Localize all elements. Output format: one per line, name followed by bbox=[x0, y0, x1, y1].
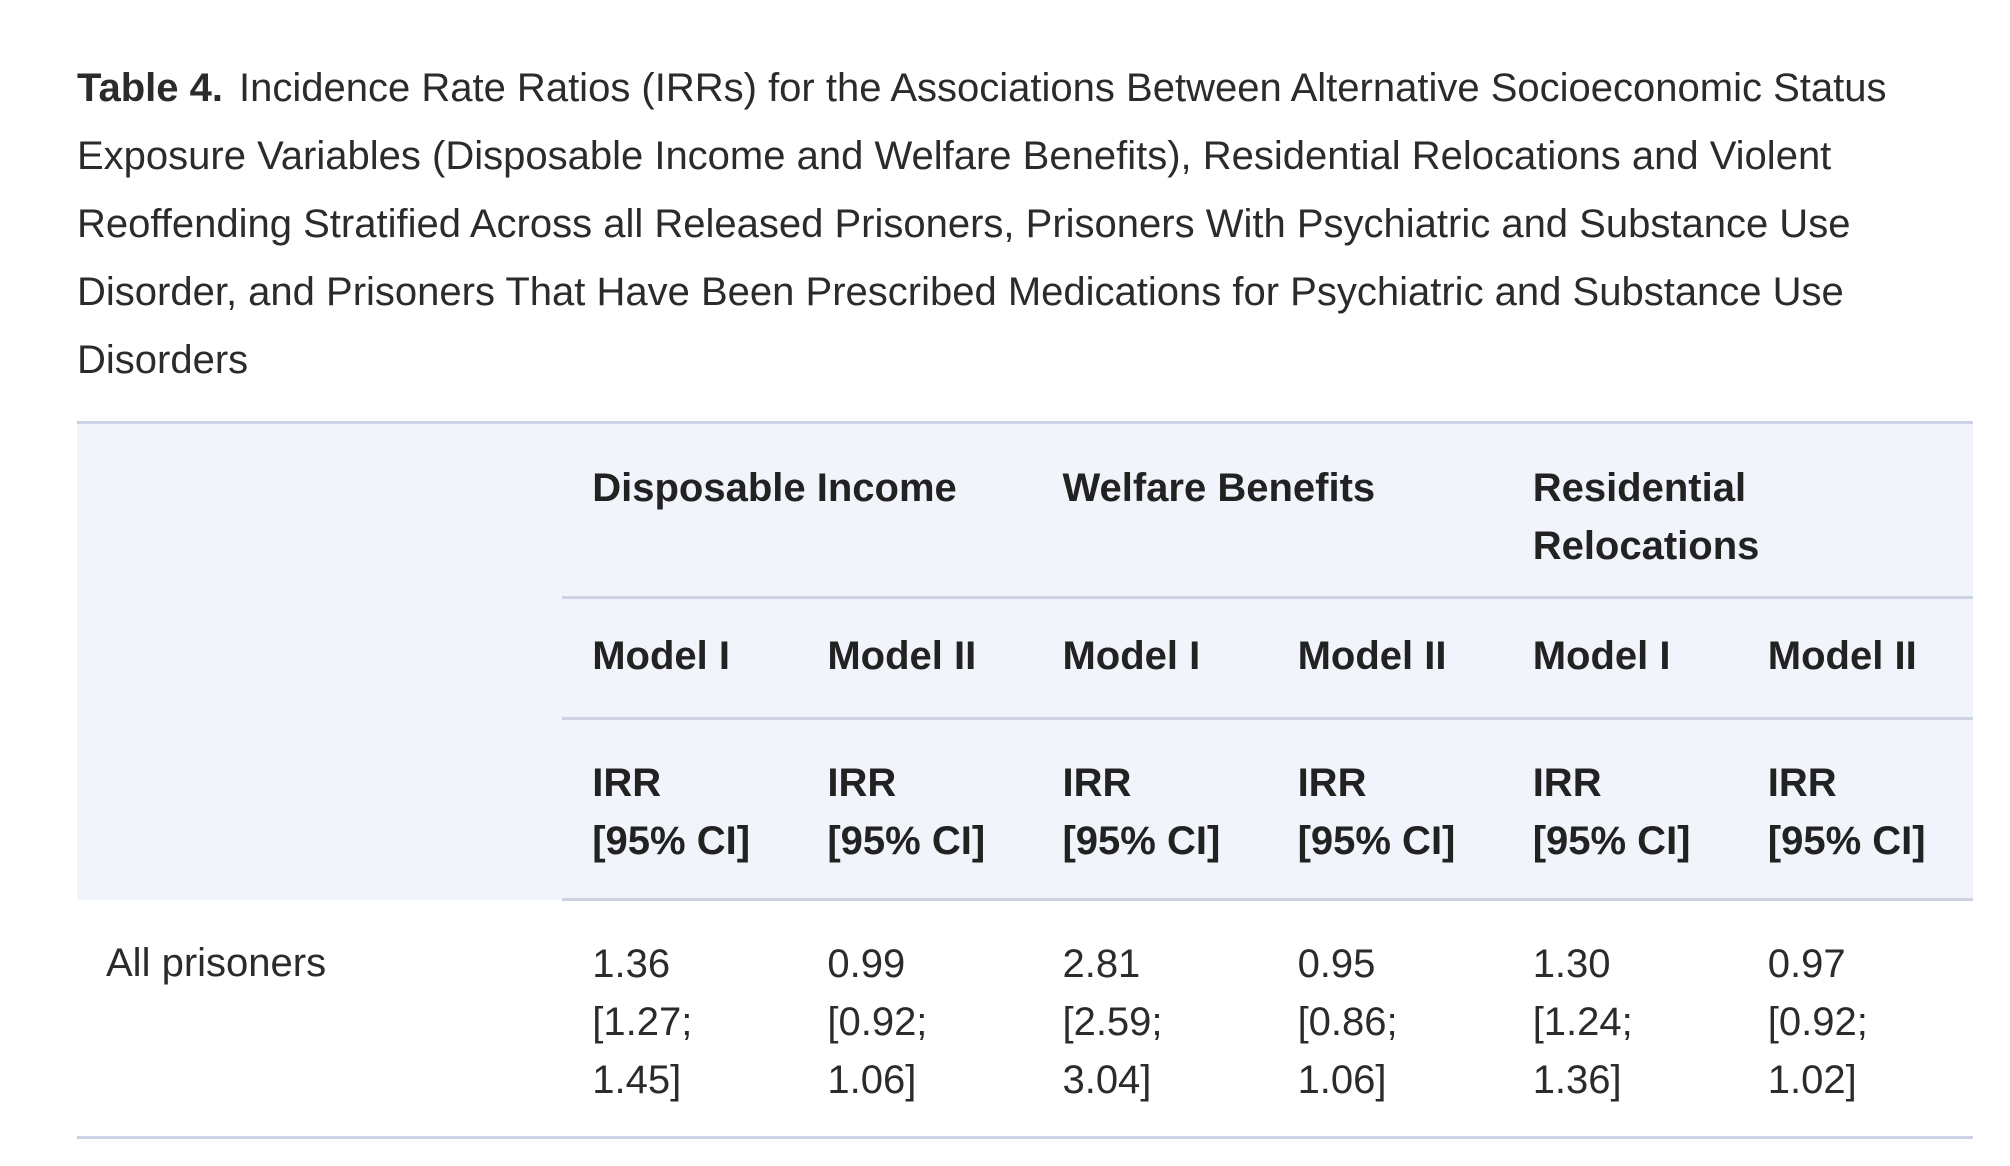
stat-header-ci: [95% CI] bbox=[827, 819, 986, 863]
table-cell: 0.99 [0.92; 1.06] bbox=[797, 899, 1033, 1139]
cell-ci-lower: [0.92; bbox=[1767, 1000, 1868, 1044]
stat-header: IRR [95% CI] bbox=[1267, 717, 1503, 901]
stat-header-irr: IRR bbox=[1532, 761, 1602, 805]
table-caption: Table 4. Incidence Rate Ratios (IRRs) for… bbox=[77, 54, 1973, 394]
stat-header: IRR [95% CI] bbox=[1502, 717, 1738, 901]
table-caption-block: Table 4. Incidence Rate Ratios (IRRs) for… bbox=[77, 54, 1973, 394]
header-row-stats: IRR [95% CI] IRR [95% CI] IRR [95% CI] IRR [… bbox=[77, 717, 1973, 901]
table-number: Table 4. bbox=[77, 66, 223, 110]
results-table: Disposable Income Welfare Benefits Resid… bbox=[77, 421, 1973, 1139]
cell-ci-upper: 1.02] bbox=[1767, 1058, 1857, 1102]
cell-ci-upper: 3.04] bbox=[1062, 1058, 1152, 1102]
table-cell: 2.81 [2.59; 3.04] bbox=[1032, 899, 1268, 1139]
model-header: Model I bbox=[1032, 596, 1268, 719]
stat-header-ci: [95% CI] bbox=[1062, 819, 1221, 863]
stat-header-ci: [95% CI] bbox=[1532, 819, 1691, 863]
header-corner-cell bbox=[77, 421, 563, 900]
cell-irr: 1.36 bbox=[592, 942, 671, 986]
header-row-models: Model I Model II Model I Model II Model … bbox=[77, 596, 1973, 719]
stat-header: IRR [95% CI] bbox=[562, 717, 798, 901]
group-header-residential-relocations: Residential Relocations bbox=[1502, 421, 1973, 598]
cell-irr: 1.30 bbox=[1532, 942, 1611, 986]
stat-header: IRR [95% CI] bbox=[797, 717, 1033, 901]
stat-header-ci: [95% CI] bbox=[1297, 819, 1456, 863]
model-header: Model I bbox=[562, 596, 798, 719]
stat-header-ci: [95% CI] bbox=[1767, 819, 1926, 863]
table-row-all-prisoners: All prisoners 1.36 [1.27; 1.45] 0.99 [0.92;… bbox=[77, 899, 1973, 1139]
model-header: Model II bbox=[1267, 596, 1503, 719]
stat-header-irr: IRR bbox=[1767, 761, 1837, 805]
cell-ci-lower: [0.92; bbox=[827, 1000, 928, 1044]
stat-header: IRR [95% CI] bbox=[1737, 717, 1973, 901]
table-cell: 1.30 [1.24; 1.36] bbox=[1502, 899, 1738, 1139]
cell-irr: 0.95 bbox=[1297, 942, 1376, 986]
cell-ci-lower: [0.86; bbox=[1297, 1000, 1398, 1044]
cell-ci-upper: 1.06] bbox=[827, 1058, 917, 1102]
cell-ci-lower: [2.59; bbox=[1062, 1000, 1163, 1044]
stat-header-irr: IRR bbox=[1062, 761, 1132, 805]
model-header: Model II bbox=[797, 596, 1033, 719]
stat-header-irr: IRR bbox=[1297, 761, 1367, 805]
table-title: Incidence Rate Ratios (IRRs) for the Ass… bbox=[77, 66, 1887, 382]
cell-ci-upper: 1.36] bbox=[1532, 1058, 1622, 1102]
model-header: Model I bbox=[1502, 596, 1738, 719]
cell-ci-lower: [1.27; bbox=[592, 1000, 693, 1044]
table-cell: 1.36 [1.27; 1.45] bbox=[562, 899, 798, 1139]
cell-ci-lower: [1.24; bbox=[1532, 1000, 1633, 1044]
stat-header-irr: IRR bbox=[592, 761, 662, 805]
group-header-disposable-income: Disposable Income bbox=[562, 421, 1033, 598]
table-cell: 0.95 [0.86; 1.06] bbox=[1267, 899, 1503, 1139]
cell-irr: 0.97 bbox=[1767, 942, 1846, 986]
table-cell: 0.97 [0.92; 1.02] bbox=[1737, 899, 1973, 1139]
group-header-welfare-benefits: Welfare Benefits bbox=[1032, 421, 1503, 598]
header-row-groups: Disposable Income Welfare Benefits Resid… bbox=[77, 421, 1973, 900]
stat-header-irr: IRR bbox=[827, 761, 897, 805]
cell-irr: 0.99 bbox=[827, 942, 906, 986]
stat-header-ci: [95% CI] bbox=[592, 819, 751, 863]
cell-irr: 2.81 bbox=[1062, 942, 1141, 986]
model-header: Model II bbox=[1737, 596, 1973, 719]
cell-ci-upper: 1.06] bbox=[1297, 1058, 1387, 1102]
row-label: All prisoners bbox=[77, 899, 563, 1139]
stat-header: IRR [95% CI] bbox=[1032, 717, 1268, 901]
cell-ci-upper: 1.45] bbox=[592, 1058, 682, 1102]
